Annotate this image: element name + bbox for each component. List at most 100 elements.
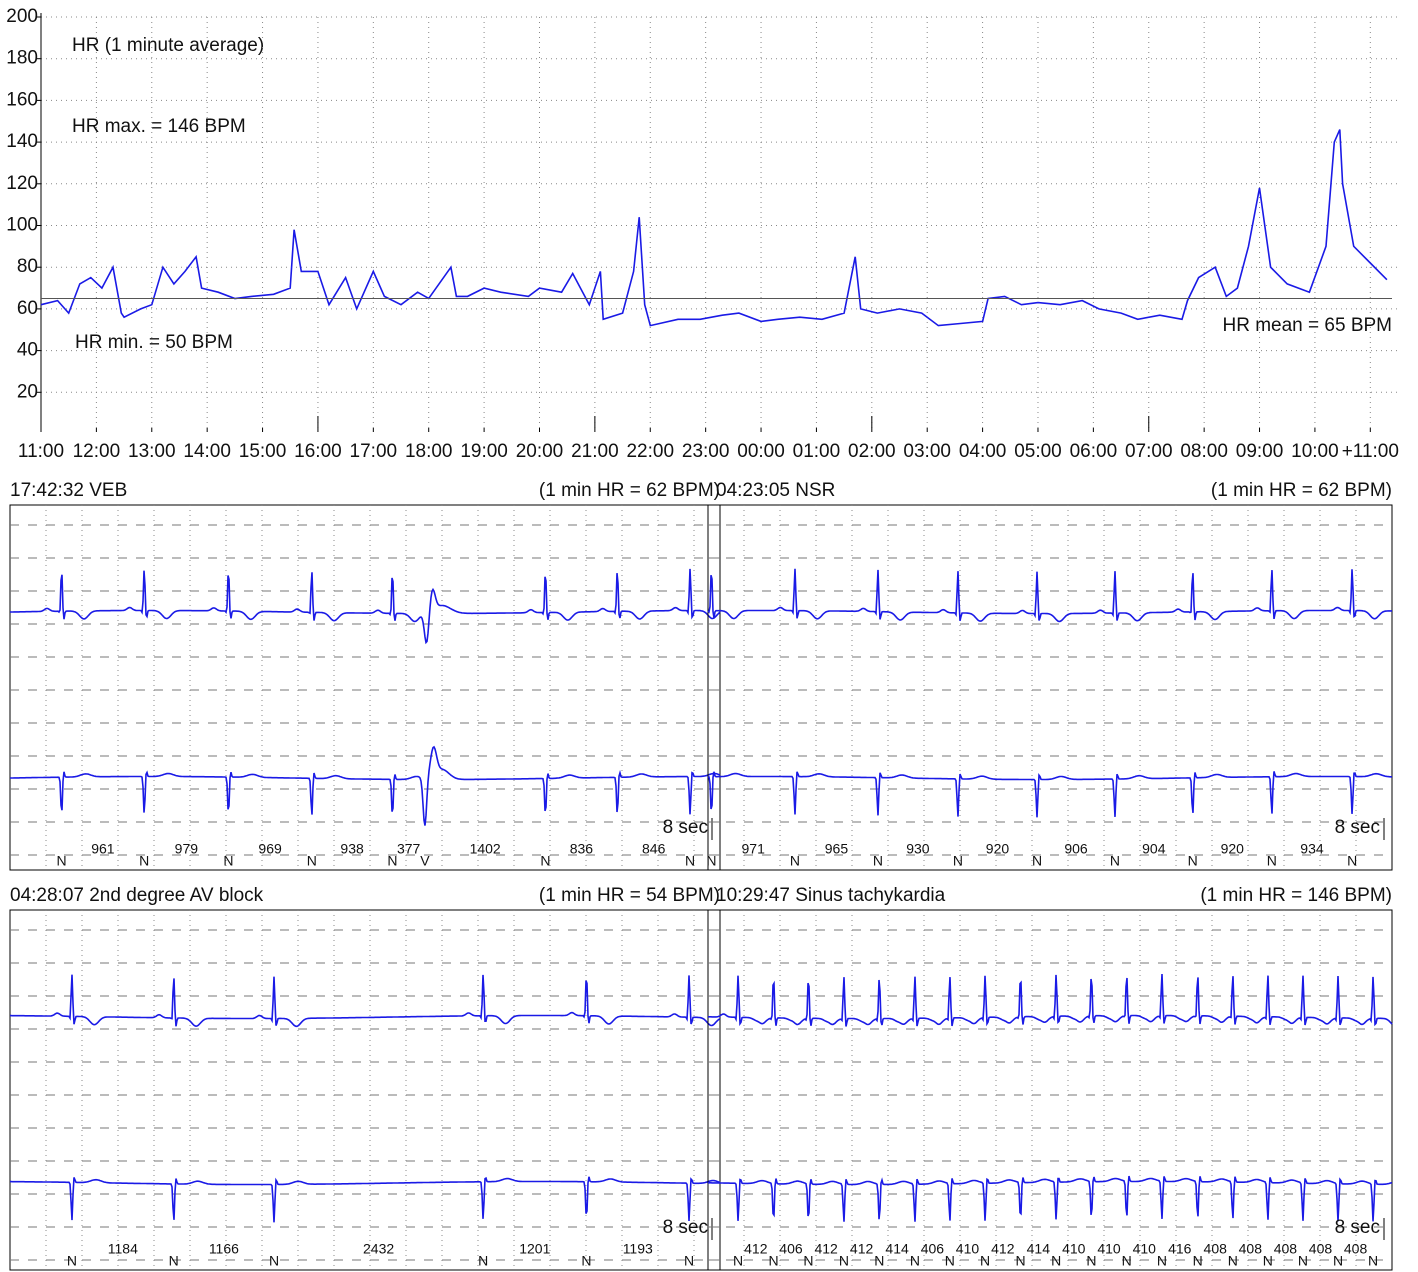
rr-label: 377 xyxy=(397,841,421,857)
rr-label: 408 xyxy=(1309,1241,1333,1257)
beat-label: N xyxy=(1228,1253,1238,1269)
ecg-trace xyxy=(10,1176,721,1223)
ecg-trace xyxy=(708,973,1393,1027)
ecg-trace xyxy=(707,771,1393,818)
beat-label: N xyxy=(980,1253,990,1269)
y-tick-label: 100 xyxy=(6,215,38,236)
x-tick-label: 06:00 xyxy=(1070,441,1118,462)
duration-label: 8 sec xyxy=(1335,1217,1380,1238)
rr-label: 408 xyxy=(1204,1241,1228,1257)
beat-label: N xyxy=(685,853,695,869)
rr-label: 1166 xyxy=(209,1241,239,1257)
beat-label: N xyxy=(1015,1253,1025,1269)
beat-label: N xyxy=(139,853,149,869)
chart-title: HR (1 minute average) xyxy=(72,35,264,56)
x-tick-label: 05:00 xyxy=(1014,441,1062,462)
beat-label: N xyxy=(874,1253,884,1269)
beat-label: N xyxy=(1193,1253,1203,1269)
duration-label: 8 sec xyxy=(663,1217,708,1238)
beat-label: N xyxy=(768,1253,778,1269)
beat-label: N xyxy=(1267,853,1277,869)
rr-label: 934 xyxy=(1300,841,1324,857)
beat-label: N xyxy=(790,853,800,869)
x-tick-label: 17:00 xyxy=(350,441,398,462)
beat-label: N xyxy=(307,853,317,869)
duration-label: 8 sec xyxy=(1335,817,1380,838)
y-tick-label: 200 xyxy=(6,6,38,27)
y-tick-label: 160 xyxy=(6,89,38,110)
x-tick-label: 15:00 xyxy=(239,441,287,462)
ecg-trace xyxy=(10,974,721,1028)
annotation-mean: HR mean = 65 BPM xyxy=(1223,315,1393,336)
strip-hr: (1 min HR = 62 BPM) xyxy=(539,480,720,501)
rr-label: 410 xyxy=(956,1241,980,1257)
beat-label: N xyxy=(839,1253,849,1269)
beat-label: N xyxy=(57,853,67,869)
strip-frame xyxy=(707,909,1393,1271)
beat-label: N xyxy=(1333,1253,1343,1269)
beat-label: N xyxy=(1188,853,1198,869)
beat-label: N xyxy=(873,853,883,869)
rr-label: 930 xyxy=(906,841,930,857)
beat-label: V xyxy=(420,853,430,869)
rr-label: 408 xyxy=(1239,1241,1263,1257)
x-tick-label: 19:00 xyxy=(460,441,508,462)
rr-label: 961 xyxy=(91,841,115,857)
strip-hr: (1 min HR = 54 BPM) xyxy=(539,885,720,906)
rr-label: 1184 xyxy=(108,1241,138,1257)
x-tick-label: 21:00 xyxy=(571,441,619,462)
strip-frame xyxy=(9,909,721,1271)
y-tick-label: 80 xyxy=(17,256,38,277)
beat-label: N xyxy=(953,853,963,869)
rr-label: 406 xyxy=(779,1241,803,1257)
beat-label: N xyxy=(1122,1253,1132,1269)
strip-title: 04:28:07 2nd degree AV block xyxy=(10,885,264,906)
beat-label: N xyxy=(1263,1253,1273,1269)
x-tick-label: 07:00 xyxy=(1125,441,1173,462)
x-tick-label: 22:00 xyxy=(626,441,674,462)
x-tick-label: 08:00 xyxy=(1180,441,1228,462)
rr-label: 408 xyxy=(1344,1241,1368,1257)
beat-label: N xyxy=(387,853,397,869)
strip-title: 17:42:32 VEB xyxy=(10,480,127,501)
rr-label: 412 xyxy=(744,1241,768,1257)
beat-label: N xyxy=(945,1253,955,1269)
duration-label: 8 sec xyxy=(663,817,708,838)
x-tick-label: 02:00 xyxy=(848,441,896,462)
beat-label: N xyxy=(67,1253,77,1269)
rr-label: 836 xyxy=(570,841,594,857)
strip-frame xyxy=(707,504,1393,871)
rr-label: 965 xyxy=(825,841,849,857)
strip-frame xyxy=(9,504,721,871)
rr-label: 412 xyxy=(991,1241,1015,1257)
y-tick-label: 180 xyxy=(6,48,38,69)
beat-label: N xyxy=(684,1253,694,1269)
y-tick-label: 60 xyxy=(17,298,38,319)
rr-label: 979 xyxy=(175,841,199,857)
rr-label: 938 xyxy=(340,841,364,857)
rr-label: 1193 xyxy=(623,1241,653,1257)
beat-label: N xyxy=(478,1253,488,1269)
beat-label: N xyxy=(169,1253,179,1269)
beat-label: N xyxy=(1347,853,1357,869)
x-tick-label: 20:00 xyxy=(516,441,564,462)
beat-label: N xyxy=(1051,1253,1061,1269)
rr-label: 410 xyxy=(1133,1241,1157,1257)
beat-label: N xyxy=(223,853,233,869)
rr-label: 408 xyxy=(1274,1241,1298,1257)
x-tick-label: 00:00 xyxy=(737,441,785,462)
beat-label: N xyxy=(540,853,550,869)
annotation-min: HR min. = 50 BPM xyxy=(75,332,233,353)
beat-label: N xyxy=(910,1253,920,1269)
beat-label: N xyxy=(581,1253,591,1269)
beat-label: N xyxy=(269,1253,279,1269)
rr-label: 971 xyxy=(742,841,766,857)
x-tick-label: 12:00 xyxy=(73,441,121,462)
x-tick-label: 18:00 xyxy=(405,441,453,462)
rr-label: 906 xyxy=(1064,841,1088,857)
rr-label: 412 xyxy=(814,1241,838,1257)
rr-label: 412 xyxy=(850,1241,874,1257)
beat-label: N xyxy=(1110,853,1120,869)
x-tick-label: 11:00 xyxy=(18,441,64,462)
beat-label: N xyxy=(733,1253,743,1269)
